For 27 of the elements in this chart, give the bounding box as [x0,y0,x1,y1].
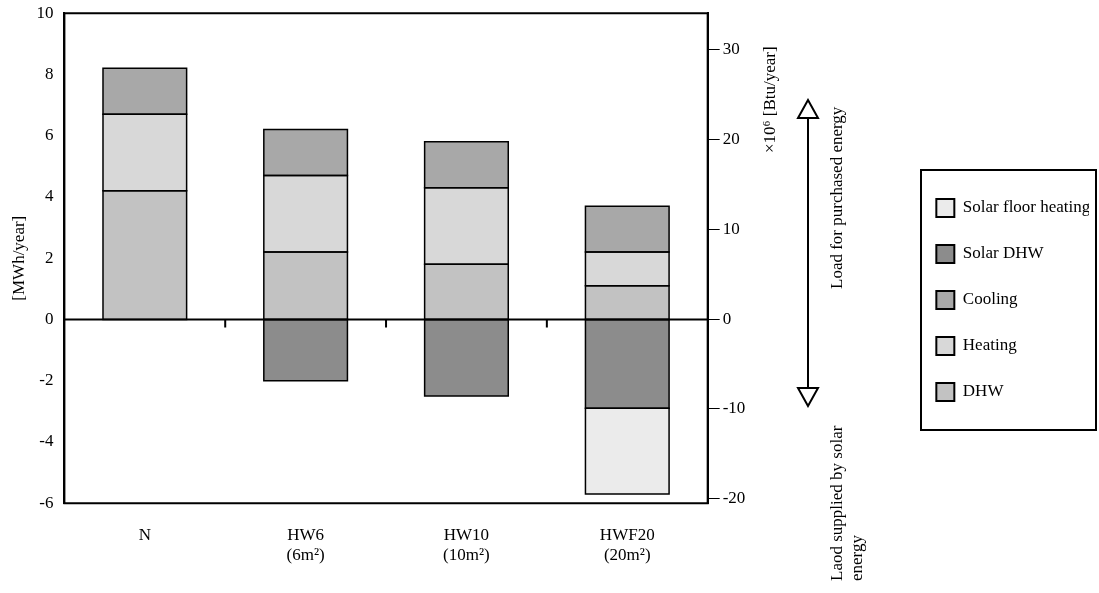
y2-tick-label: -20 [722,488,746,508]
text: Load for purchased energy [826,107,847,290]
y-tick-label: 10 [36,2,54,22]
y-tick-label: 8 [44,63,54,83]
legend-label: Cooling [962,289,1019,309]
y2-tick-label: 20 [722,129,740,149]
y-tick-label: 6 [44,125,54,145]
x-tick-label: HWF20 (20m²) [599,524,655,565]
x-tick-label: N [138,524,151,544]
legend-label: Heating [962,335,1018,355]
text: Laod supplied by solar energy [826,426,867,582]
y-tick-label: 0 [44,308,54,328]
y2-tick-label: 0 [722,308,732,328]
y-tick-label: -4 [39,431,54,451]
y2-axis-title: ×10⁶ [Btu/year] [759,46,780,154]
y-axis-title: [MWh/year] [8,215,28,301]
y-tick-label: 2 [44,247,54,267]
legend-label: Solar DHW [962,243,1045,263]
y-tick-label: 4 [44,186,54,206]
x-tick-label: HW6 (6m²) [286,524,325,565]
y-tick-label: -6 [39,492,54,512]
x-tick-label: HW10 (10m²) [443,524,490,565]
y2-tick-label: -10 [722,398,746,418]
y2-tick-label: 30 [722,39,740,59]
y-tick-label: -2 [39,370,54,390]
legend-label: DHW [962,381,1005,401]
y2-tick-label: 10 [722,218,740,238]
